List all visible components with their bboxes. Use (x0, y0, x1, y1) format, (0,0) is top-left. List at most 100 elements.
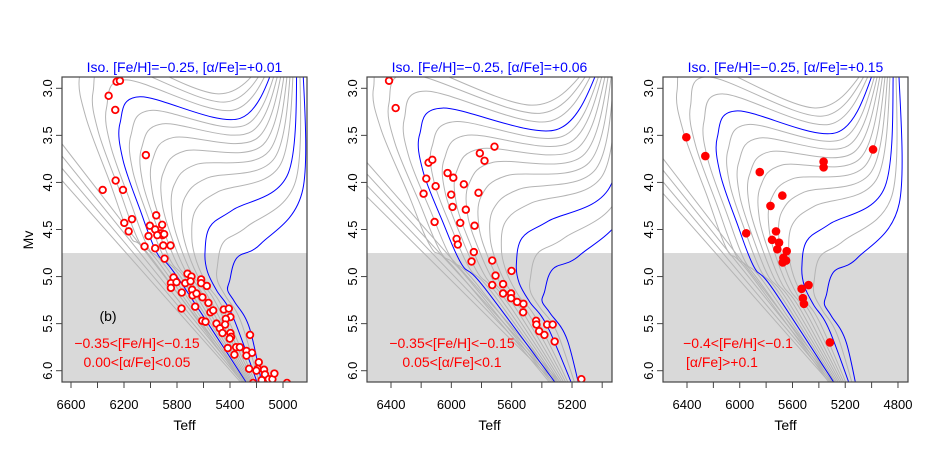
isochrone-line (663, 192, 830, 382)
data-point (124, 227, 133, 236)
data-point (225, 334, 234, 343)
panel-2: Iso. [Fe/H]=−0.25, [α/Fe]=+0.06 6400 6000 5… (345, 59, 613, 433)
annotation-alpha-range: [α/Fe]>+0.1 (686, 354, 758, 370)
y-tick-label: 3.0 (641, 79, 656, 97)
data-point (220, 320, 230, 329)
data-point (218, 328, 227, 338)
isochrone-line (78, 77, 252, 382)
panel-title: Iso. [Fe/H]=−0.25, [α/Fe]=+0.06 (392, 59, 588, 75)
x-tick-label: 6200 (110, 397, 139, 412)
data-point (475, 149, 485, 158)
x-tick-label: 6600 (57, 397, 86, 412)
data-point (766, 201, 775, 211)
isochrone-line-highlight (417, 77, 596, 382)
isochrone-line (62, 167, 243, 382)
isochrone-line (62, 179, 242, 382)
data-point (443, 168, 452, 178)
isochrone-line (372, 77, 581, 382)
data-point (456, 218, 465, 228)
data-point (115, 77, 125, 85)
isochrone-line (477, 77, 612, 382)
data-point (819, 163, 828, 172)
data-point (498, 279, 508, 289)
data-point (540, 330, 549, 340)
data-point (230, 350, 239, 359)
data-point (152, 211, 161, 220)
data-point (453, 240, 463, 249)
isochrone-line (489, 95, 612, 382)
isochrone-line-highlight (515, 180, 612, 382)
data-point (448, 202, 457, 212)
y-tick-label: 5.5 (40, 315, 55, 333)
isochrone-line (767, 77, 886, 382)
data-point (245, 330, 255, 340)
data-point (270, 369, 279, 378)
isochrone-line (757, 77, 883, 382)
isochrone-line (181, 77, 291, 382)
data-point (825, 338, 835, 347)
isochrone-line (663, 169, 834, 382)
data-point (140, 242, 149, 251)
data-point (159, 230, 169, 239)
isochrone-line (216, 77, 302, 382)
data-point (150, 244, 160, 253)
data-point (550, 337, 559, 346)
y-tick-label: 5.5 (641, 315, 656, 333)
data-point (773, 244, 782, 254)
data-points (384, 77, 586, 382)
x-tick-label: 6000 (437, 397, 466, 412)
isochrone-line (441, 77, 603, 382)
isochrone-line (367, 196, 555, 382)
y-tick-label: 3.0 (40, 79, 55, 97)
data-point (204, 298, 213, 308)
data-point (774, 238, 784, 247)
data-point (98, 185, 107, 195)
data-point (141, 150, 151, 160)
data-point (868, 145, 878, 154)
data-point (498, 289, 508, 298)
data-point (532, 320, 541, 329)
y-axis-label: Mv (20, 231, 36, 250)
isochrone-line (105, 77, 266, 382)
isochrone-line (62, 155, 245, 382)
data-point (491, 271, 500, 280)
x-tick-label: 5200 (831, 397, 860, 412)
annotation-feh-range: −0.35<[Fe/H]<−0.15 (74, 335, 200, 351)
data-point (208, 306, 218, 315)
data-point (153, 230, 162, 240)
data-point (507, 266, 516, 276)
data-point (127, 214, 137, 224)
data-point (701, 151, 710, 161)
y-tick-label: 6.0 (641, 362, 656, 380)
x-tick-label: 6400 (673, 397, 702, 412)
data-point (198, 293, 207, 302)
data-point (470, 221, 479, 230)
panel-1: Iso. [Fe/H]=−0.25, [α/Fe]=+0.01 6600 6200 5… (40, 59, 308, 433)
panels: Iso. [Fe/H]=−0.25, [α/Fe]=+0.01 6600 6200 5… (40, 59, 912, 433)
data-point (384, 77, 394, 85)
data-point (518, 308, 528, 317)
x-tick-label: 5000 (269, 397, 298, 412)
data-point (177, 304, 186, 313)
x-axis-label: Teff (774, 417, 796, 433)
data-point (160, 254, 169, 263)
isochrone-line (500, 138, 612, 382)
isochrone-line (91, 77, 259, 382)
data-point (534, 326, 544, 336)
data-point (224, 304, 234, 313)
data-point (223, 343, 232, 353)
data-point (431, 181, 440, 191)
data-point (459, 180, 469, 189)
isochrone-line (387, 77, 586, 382)
data-point (548, 320, 557, 329)
data-point (797, 284, 806, 294)
isochrone-line (191, 77, 294, 382)
data-point (682, 132, 691, 142)
annotation-alpha-range: 0.00<[α/Fe]<0.05 (84, 354, 191, 370)
y-tick-label: 5.5 (345, 315, 360, 333)
data-point (449, 173, 458, 182)
data-point (166, 241, 175, 250)
isochrone-line (453, 77, 606, 382)
data-point (177, 288, 186, 297)
